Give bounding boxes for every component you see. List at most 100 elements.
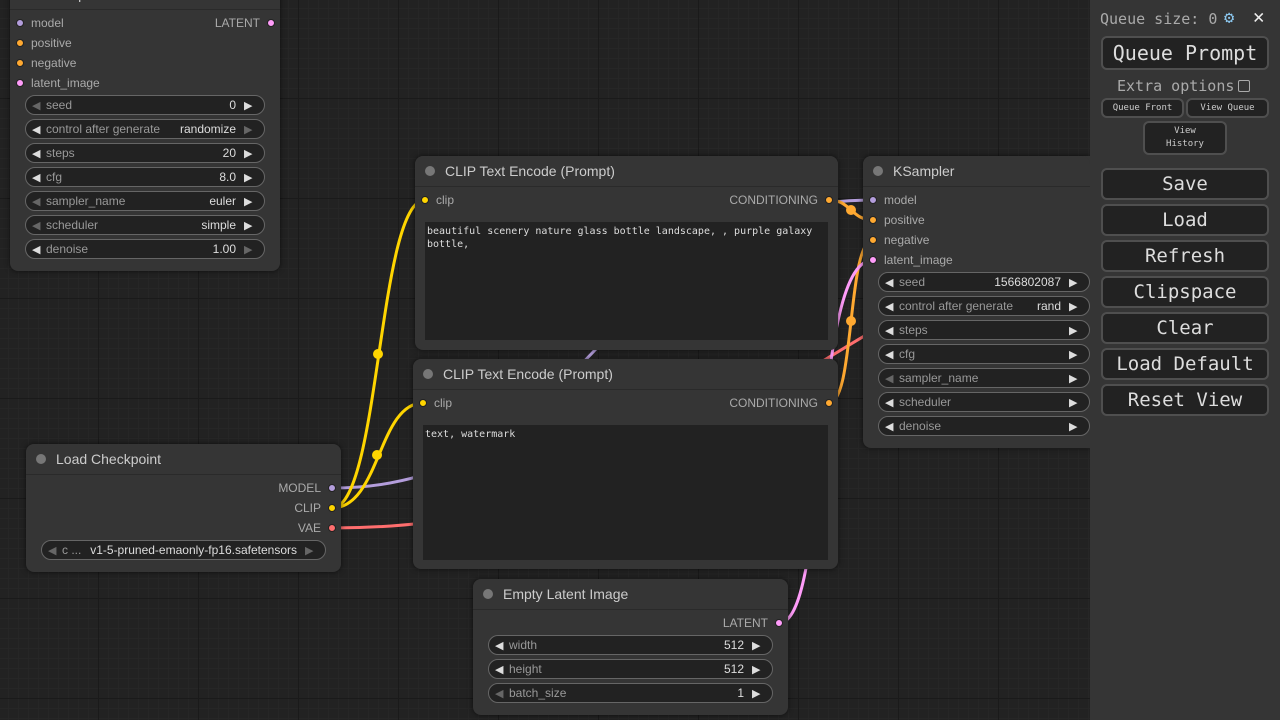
- slot-dot-icon[interactable]: [419, 399, 427, 407]
- decrement-arrow-icon[interactable]: ◀: [885, 396, 894, 409]
- node-ksampler[interactable]: KSampler model positive negative latent_imag…: [863, 156, 1090, 448]
- input-slot-positive[interactable]: positive: [869, 210, 925, 230]
- widget-sampler-name[interactable]: ◀ sampler_name euler ▶: [25, 191, 265, 211]
- view-history-button[interactable]: View History: [1143, 121, 1227, 155]
- node-title[interactable]: Empty Latent Image: [473, 579, 788, 610]
- input-slot-latent_image[interactable]: latent_image: [869, 250, 953, 270]
- input-slot-model[interactable]: model: [16, 13, 64, 33]
- increment-arrow-icon[interactable]: ▶: [1069, 348, 1078, 361]
- decrement-arrow-icon[interactable]: ◀: [32, 99, 41, 112]
- output-slot-conditioning[interactable]: CONDITIONING: [729, 393, 833, 413]
- input-slot-negative[interactable]: negative: [869, 230, 929, 250]
- input-slot-model[interactable]: model: [869, 190, 917, 210]
- slot-dot-icon[interactable]: [328, 504, 336, 512]
- output-slot-clip[interactable]: CLIP: [294, 498, 336, 518]
- slot-dot-icon[interactable]: [16, 39, 24, 47]
- output-slot-conditioning[interactable]: CONDITIONING: [729, 190, 833, 210]
- gear-icon[interactable]: ⚙: [1224, 8, 1235, 28]
- decrement-arrow-icon[interactable]: ◀: [32, 195, 41, 208]
- queue-prompt-button[interactable]: Queue Prompt: [1101, 36, 1269, 70]
- prompt-textarea[interactable]: beautiful scenery nature glass bottle la…: [425, 222, 828, 340]
- view-queue-button[interactable]: View Queue: [1186, 98, 1269, 118]
- decrement-arrow-icon[interactable]: ◀: [885, 324, 894, 337]
- decrement-arrow-icon[interactable]: ◀: [495, 663, 504, 676]
- increment-arrow-icon[interactable]: ▶: [752, 687, 761, 700]
- increment-arrow-icon[interactable]: ▶: [1069, 324, 1078, 337]
- widget-cfg[interactable]: ◀ cfg ▶: [878, 344, 1090, 364]
- node-collapse-dot[interactable]: [425, 166, 435, 176]
- decrement-arrow-icon[interactable]: ◀: [32, 243, 41, 256]
- slot-dot-icon[interactable]: [16, 19, 24, 27]
- output-slot-model[interactable]: MODEL: [278, 478, 336, 498]
- decrement-arrow-icon[interactable]: ◀: [885, 276, 894, 289]
- widget-scheduler[interactable]: ◀ scheduler ▶: [878, 392, 1090, 412]
- slot-dot-icon[interactable]: [775, 619, 783, 627]
- node-empty-latent[interactable]: Empty Latent Image LATENT ◀ width 512 ▶ ◀ heigh…: [473, 579, 788, 715]
- widget-control-after-generate[interactable]: ◀ control after generate rand ▶: [878, 296, 1090, 316]
- input-slot-latent_image[interactable]: latent_image: [16, 73, 100, 93]
- increment-arrow-icon[interactable]: ▶: [752, 639, 761, 652]
- widget-height[interactable]: ◀ height 512 ▶: [488, 659, 773, 679]
- widget-sampler-name[interactable]: ◀ sampler_name ▶: [878, 368, 1090, 388]
- widget-control-after-generate[interactable]: ◀ control after generate randomize ▶: [25, 119, 265, 139]
- increment-arrow-icon[interactable]: ▶: [244, 147, 253, 160]
- decrement-arrow-icon[interactable]: ◀: [885, 420, 894, 433]
- decrement-arrow-icon[interactable]: ◀: [32, 123, 41, 136]
- node-title[interactable]: KSampler: [10, 0, 280, 10]
- node-collapse-dot[interactable]: [873, 166, 883, 176]
- increment-arrow-icon[interactable]: ▶: [244, 219, 253, 232]
- increment-arrow-icon[interactable]: ▶: [752, 663, 761, 676]
- slot-dot-icon[interactable]: [869, 256, 877, 264]
- node-collapse-dot[interactable]: [483, 589, 493, 599]
- slot-dot-icon[interactable]: [328, 484, 336, 492]
- node-clip-positive[interactable]: CLIP Text Encode (Prompt) clip CONDITIONIN…: [415, 156, 838, 350]
- node-clip-negative[interactable]: CLIP Text Encode (Prompt) clip CONDITIONIN…: [413, 359, 838, 569]
- widget-seed[interactable]: ◀ seed 1566802087 ▶: [878, 272, 1090, 292]
- increment-arrow-icon[interactable]: ▶: [1069, 396, 1078, 409]
- decrement-arrow-icon[interactable]: ◀: [885, 300, 894, 313]
- slot-dot-icon[interactable]: [869, 196, 877, 204]
- close-icon[interactable]: ✕: [1253, 6, 1265, 28]
- slot-dot-icon[interactable]: [421, 196, 429, 204]
- input-slot-clip[interactable]: clip: [419, 393, 452, 413]
- widget-denoise[interactable]: ◀ denoise ▶: [878, 416, 1090, 436]
- increment-arrow-icon[interactable]: ▶: [1069, 276, 1078, 289]
- decrement-arrow-icon[interactable]: ◀: [495, 639, 504, 652]
- widget-seed[interactable]: ◀ seed 0 ▶: [25, 95, 265, 115]
- slot-dot-icon[interactable]: [869, 216, 877, 224]
- node-title[interactable]: KSampler: [863, 156, 1090, 187]
- increment-arrow-icon[interactable]: ▶: [244, 99, 253, 112]
- increment-arrow-icon[interactable]: ▶: [244, 123, 253, 136]
- slot-dot-icon[interactable]: [267, 19, 275, 27]
- slot-dot-icon[interactable]: [825, 399, 833, 407]
- decrement-arrow-icon[interactable]: ◀: [48, 544, 57, 557]
- node-title[interactable]: CLIP Text Encode (Prompt): [415, 156, 838, 187]
- clear-button[interactable]: Clear: [1101, 312, 1269, 344]
- node-title[interactable]: Load Checkpoint: [26, 444, 341, 475]
- decrement-arrow-icon[interactable]: ◀: [885, 348, 894, 361]
- slot-dot-icon[interactable]: [869, 236, 877, 244]
- increment-arrow-icon[interactable]: ▶: [305, 544, 314, 557]
- increment-arrow-icon[interactable]: ▶: [244, 243, 253, 256]
- widget-steps[interactable]: ◀ steps ▶: [878, 320, 1090, 340]
- decrement-arrow-icon[interactable]: ◀: [32, 147, 41, 160]
- increment-arrow-icon[interactable]: ▶: [1069, 300, 1078, 313]
- load-button[interactable]: Load: [1101, 204, 1269, 236]
- slot-dot-icon[interactable]: [16, 79, 24, 87]
- decrement-arrow-icon[interactable]: ◀: [495, 687, 504, 700]
- output-slot-latent[interactable]: LATENT: [723, 613, 783, 633]
- widget-batch-size[interactable]: ◀ batch_size 1 ▶: [488, 683, 773, 703]
- reset-view-button[interactable]: Reset View: [1101, 384, 1269, 416]
- widget-scheduler[interactable]: ◀ scheduler simple ▶: [25, 215, 265, 235]
- output-slot-latent[interactable]: LATENT: [215, 13, 275, 33]
- widget-c-[interactable]: ◀ c ... v1-5-pruned-emaonly-fp16.safetenso…: [41, 540, 326, 560]
- node-collapse-dot[interactable]: [36, 454, 46, 464]
- refresh-button[interactable]: Refresh: [1101, 240, 1269, 272]
- widget-denoise[interactable]: ◀ denoise 1.00 ▶: [25, 239, 265, 259]
- input-slot-negative[interactable]: negative: [16, 53, 76, 73]
- slot-dot-icon[interactable]: [16, 59, 24, 67]
- input-slot-positive[interactable]: positive: [16, 33, 72, 53]
- clipspace-button[interactable]: Clipspace: [1101, 276, 1269, 308]
- node-collapse-dot[interactable]: [423, 369, 433, 379]
- node-load-checkpoint[interactable]: Load Checkpoint MODEL CLIP VAE ◀ c ... v1-5-pr…: [26, 444, 341, 572]
